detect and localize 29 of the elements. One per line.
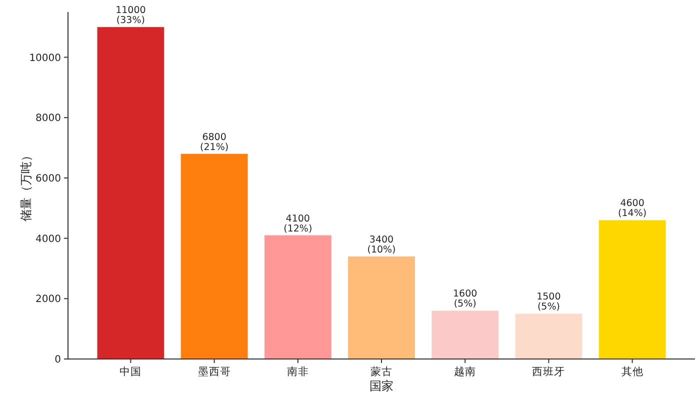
bar: [515, 314, 582, 359]
bar: [432, 310, 499, 359]
x-tick-label: 南非: [286, 365, 309, 378]
x-tick-label: 墨西哥: [198, 366, 231, 378]
bar: [264, 235, 332, 359]
bar: [180, 154, 248, 359]
x-tick-label: 其他: [621, 365, 644, 378]
bar: [348, 256, 415, 359]
y-tick-label: 6000: [36, 173, 61, 184]
data-label: 4100 (12%): [284, 213, 312, 234]
x-tick-label: 越南: [454, 365, 476, 378]
data-label: 4600 (14%): [618, 198, 647, 220]
x-tick-label: 中国: [120, 365, 142, 378]
bar: [598, 220, 666, 359]
bar: [97, 27, 164, 359]
y-tick-label: 10000: [29, 52, 61, 64]
y-axis-title: 储量（万吨）: [19, 150, 33, 222]
y-tick-label: 0: [54, 354, 61, 366]
x-tick-label: 蒙古: [370, 365, 392, 378]
data-label: 11000 (33%): [116, 5, 146, 26]
data-label: 1500 (5%): [536, 292, 561, 313]
y-tick-label: 4000: [36, 234, 61, 245]
x-axis-title: 国家: [370, 379, 394, 393]
y-tick-label: 2000: [36, 294, 61, 306]
data-label: 3400 (10%): [367, 234, 396, 256]
y-tick-label: 8000: [36, 113, 61, 124]
data-label: 6800 (21%): [200, 132, 229, 153]
x-tick-label: 西班牙: [532, 365, 566, 378]
data-label: 1600 (5%): [453, 288, 478, 310]
